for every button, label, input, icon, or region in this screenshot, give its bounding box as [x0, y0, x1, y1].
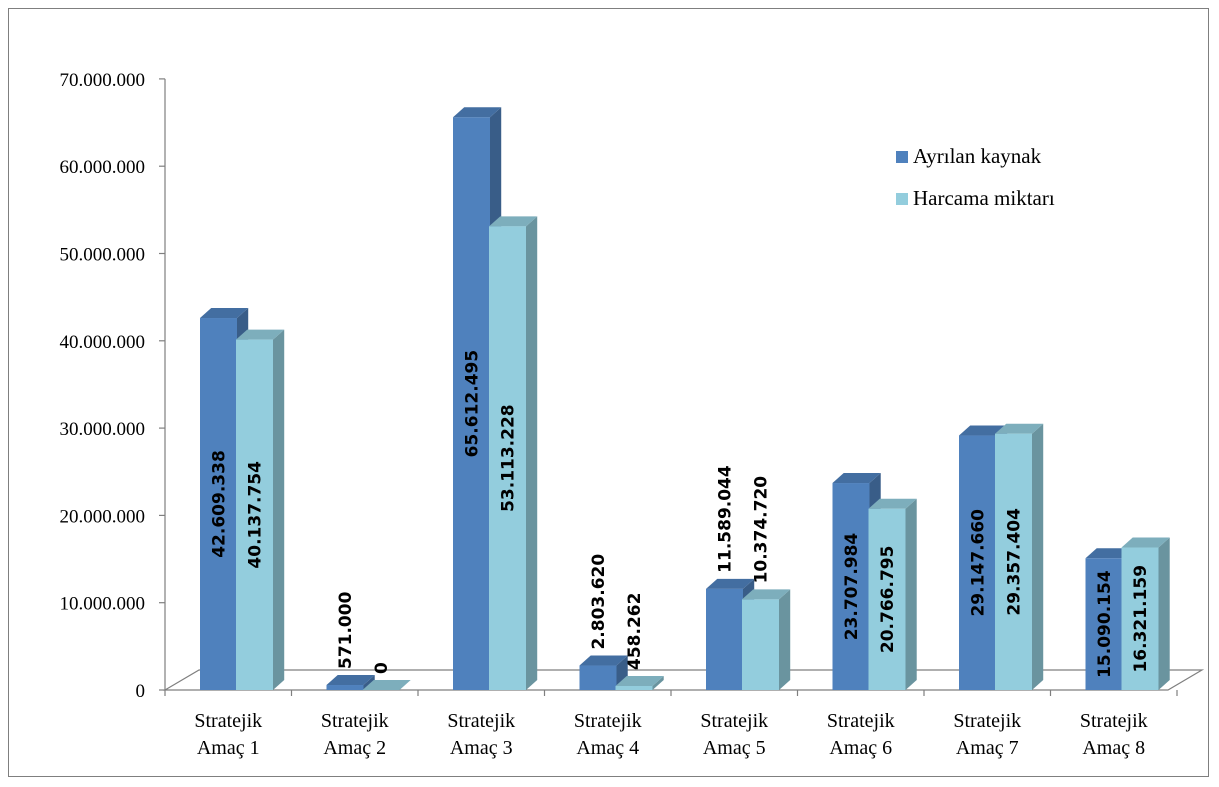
data-label-harcama-miktari: 29.357.404	[1005, 508, 1025, 616]
bar-ayrilan-kaynak-top	[832, 473, 881, 484]
bar-ayrilan-kaynak-top	[200, 308, 249, 319]
x-tick-label: Amaç 7	[956, 737, 1019, 759]
bar-ayrilan-kaynak-front	[959, 435, 996, 690]
bar-ayrilan-kaynak-side	[363, 675, 375, 690]
y-tick-label: 30.000.000	[60, 419, 146, 440]
data-label-harcama-miktari: 16.321.159	[1131, 565, 1151, 673]
bar-harcama-miktari	[489, 216, 538, 690]
x-tick-label: Stratejik	[321, 710, 389, 732]
bar-harcama-miktari-front	[1121, 547, 1159, 690]
bar-harcama-miktari-side	[273, 329, 285, 690]
data-label-ayrilan-kaynak: 29.147.660	[969, 509, 989, 617]
data-label-ayrilan-kaynak: 23.707.984	[842, 533, 862, 641]
y-tick-label: 60.000.000	[60, 157, 146, 178]
bar-ayrilan-kaynak-front	[326, 685, 364, 690]
bar-ayrilan-kaynak-front	[832, 483, 870, 690]
bar-harcama-miktari-side	[779, 589, 791, 690]
y-tick-label: 70.000.000	[60, 70, 146, 91]
bar-harcama-miktari-top	[362, 680, 411, 690]
bar-harcama-miktari-side	[905, 498, 917, 690]
bar-ayrilan-kaynak-top	[453, 107, 502, 118]
bar-harcama-miktari	[615, 675, 664, 690]
bar-harcama-miktari-side	[1032, 423, 1044, 690]
data-label-harcama-miktari: 0	[372, 662, 392, 674]
y-tick-label: 10.000.000	[60, 594, 146, 615]
legend: Ayrılan kaynak Harcama miktarı	[896, 144, 1055, 210]
y-tick-label: 20.000.000	[60, 506, 146, 527]
data-label-harcama-miktari: 458.262	[625, 593, 645, 670]
bar-ayrilan-kaynak-top	[706, 578, 755, 589]
x-tick-label: Stratejik	[447, 710, 515, 732]
data-label-ayrilan-kaynak: 11.589.044	[716, 465, 736, 573]
bar-ayrilan-kaynak-front	[706, 588, 743, 690]
bar-ayrilan-kaynak-top	[326, 675, 375, 686]
bar-harcama-miktari-front	[742, 599, 779, 690]
x-tick-label: Stratejik	[953, 710, 1021, 732]
data-label-harcama-miktari: 40.137.754	[246, 461, 266, 569]
x-tick-label: Stratejik	[700, 710, 768, 732]
bar-ayrilan-kaynak-top	[959, 425, 1008, 436]
bar-harcama-miktari-top	[236, 329, 285, 340]
x-tick-label: Stratejik	[194, 710, 262, 732]
data-label-harcama-miktari: 53.113.228	[499, 404, 519, 512]
legend-swatch-harcama-miktari	[896, 193, 908, 205]
bar-harcama-miktari	[995, 423, 1044, 690]
data-label-harcama-miktari: 10.374.720	[752, 476, 772, 584]
y-tick-label: 0	[136, 681, 146, 702]
x-tick-label: Stratejik	[574, 710, 642, 732]
bar-ayrilan-kaynak-front	[1085, 558, 1123, 690]
bar-harcama-miktari-side	[1158, 537, 1170, 690]
bar-harcama-miktari-top	[742, 589, 791, 600]
x-tick-label: Amaç 2	[323, 737, 386, 759]
bar-harcama-miktari-top	[868, 498, 917, 509]
bar-harcama-miktari	[236, 329, 285, 690]
bar-harcama-miktari-top	[995, 423, 1044, 434]
legend-label-ayrilan-kaynak: Ayrılan kaynak	[913, 144, 1042, 168]
bar-harcama-miktari-side	[652, 675, 664, 690]
x-tick-label: Amaç 4	[576, 737, 639, 759]
x-tick-label: Amaç 8	[1082, 737, 1145, 759]
bar-harcama-miktari	[868, 498, 917, 690]
bar-harcama-miktari-top	[615, 675, 664, 686]
x-tick-label: Amaç 1	[197, 737, 260, 759]
x-tick-label: Stratejik	[827, 710, 895, 732]
x-tick-label: Amaç 6	[829, 737, 892, 759]
y-tick-label: 40.000.000	[60, 332, 146, 353]
bar-harcama-miktari	[742, 589, 791, 690]
bar-ayrilan-kaynak-front	[200, 318, 237, 690]
bar-harcama-miktari-front	[615, 685, 653, 690]
bar-harcama-miktari	[1121, 537, 1170, 690]
bar-harcama-miktari-top	[489, 216, 538, 227]
bar-harcama-miktari-front	[868, 508, 906, 690]
data-label-ayrilan-kaynak: 2.803.620	[589, 554, 609, 650]
data-label-harcama-miktari: 20.766.795	[878, 546, 898, 654]
x-tick-label: Stratejik	[1080, 710, 1148, 732]
chart-floor	[162, 669, 1205, 691]
y-tick-label: 50.000.000	[60, 245, 146, 266]
bar-ayrilan-kaynak	[326, 675, 375, 690]
bar-ayrilan-kaynak-top	[579, 655, 628, 666]
bar-harcama-miktari	[362, 680, 411, 690]
bar-harcama-miktari-front	[995, 433, 1032, 690]
data-label-ayrilan-kaynak: 571.000	[336, 591, 356, 669]
bar-ayrilan-kaynak-front	[579, 665, 617, 690]
bar-harcama-miktari-side	[526, 216, 538, 690]
data-label-ayrilan-kaynak: 15.090.154	[1095, 570, 1115, 678]
bar-harcama-miktari-front	[489, 226, 526, 690]
data-label-ayrilan-kaynak: 42.609.338	[210, 450, 230, 558]
data-label-ayrilan-kaynak: 65.612.495	[463, 350, 483, 458]
x-tick-label: Amaç 3	[450, 737, 513, 759]
bar-harcama-miktari-top	[1121, 537, 1170, 548]
legend-swatch-ayrilan-kaynak	[896, 151, 908, 163]
bar-ayrilan-kaynak-front	[453, 117, 490, 690]
x-tick-label: Amaç 5	[703, 737, 766, 759]
legend-label-harcama-miktari: Harcama miktarı	[913, 186, 1055, 210]
bar-harcama-miktari-front	[236, 339, 273, 690]
